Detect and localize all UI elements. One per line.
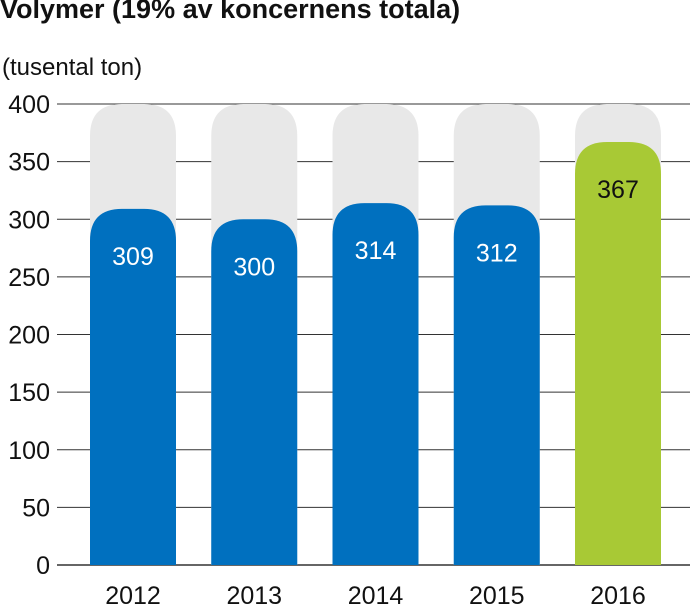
y-tick-label: 0 — [36, 552, 50, 580]
data-label-2013: 300 — [233, 253, 275, 281]
data-label-2012: 309 — [112, 243, 154, 271]
y-axis-unit-label: (tusental ton) — [2, 54, 143, 81]
data-label-2014: 314 — [355, 237, 397, 265]
chart-title: Volymer (19% av koncernens totala) — [0, 0, 461, 24]
bar-2013 — [211, 219, 298, 565]
x-tick-label-2013: 2013 — [226, 582, 282, 606]
x-tick-label-2015: 2015 — [469, 582, 525, 606]
y-tick-label: 100 — [8, 437, 50, 465]
bar-2016 — [575, 142, 661, 565]
data-label-2016: 367 — [597, 176, 639, 204]
y-tick-label: 350 — [8, 149, 50, 177]
y-axis-ticks: 0 50 100 150 200 250 300 350 400 — [8, 91, 50, 580]
y-tick-label: 400 — [8, 91, 50, 119]
bar-2012 — [90, 208, 176, 565]
y-tick-label: 50 — [22, 494, 50, 522]
y-tick-label: 250 — [8, 264, 50, 292]
data-label-2015: 312 — [476, 239, 518, 267]
y-tick-label: 150 — [8, 379, 50, 407]
x-axis-ticks: 2012 2013 2014 2015 2016 — [105, 582, 646, 606]
y-tick-label: 200 — [8, 322, 50, 350]
bar-2015 — [453, 205, 540, 566]
bars — [90, 142, 661, 566]
y-tick-label: 300 — [8, 206, 50, 234]
data-labels: 309 300 314 312 367 — [112, 176, 639, 281]
x-tick-label-2016: 2016 — [590, 582, 646, 606]
x-tick-label-2012: 2012 — [105, 582, 161, 606]
x-tick-label-2014: 2014 — [348, 582, 404, 606]
bar-2014 — [332, 203, 419, 566]
